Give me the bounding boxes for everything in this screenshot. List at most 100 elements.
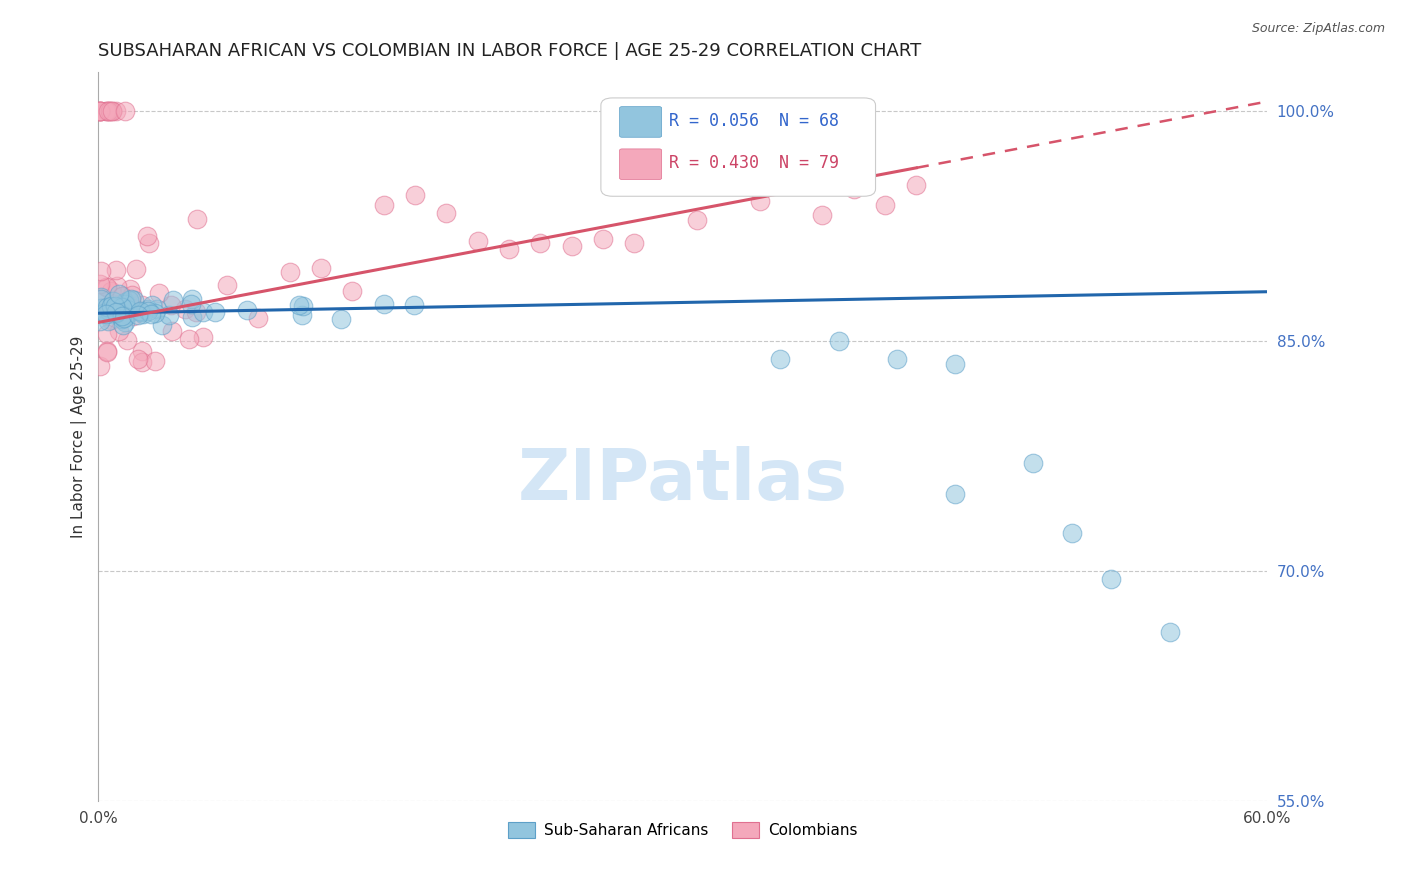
Point (291, 308, 314, 322)
Point (105, 103, 128, 118)
Point (467, 235, 489, 249)
Point (101, 294, 124, 309)
Point (436, 206, 458, 220)
Point (100, 284, 122, 298)
Point (96, 326, 118, 341)
Point (184, 305, 207, 319)
Text: R = 0.056  N = 68: R = 0.056 N = 68 (669, 112, 838, 130)
Point (114, 297, 136, 311)
Point (105, 301, 128, 316)
Point (217, 278, 239, 293)
Point (404, 188, 426, 202)
Point (96, 103, 118, 118)
Point (96, 280, 118, 294)
Point (136, 229, 159, 244)
Point (105, 262, 128, 277)
Point (97, 313, 120, 327)
Point (236, 303, 259, 318)
Point (131, 305, 153, 319)
Point (529, 236, 551, 251)
Point (89, 103, 111, 118)
Point (181, 310, 204, 324)
Point (108, 287, 131, 301)
Point (138, 301, 160, 316)
Point (131, 343, 153, 358)
Point (90, 290, 112, 304)
Point (717, 172, 740, 186)
Point (131, 354, 153, 368)
Point (125, 261, 148, 276)
Point (100, 299, 122, 313)
Point (110, 289, 132, 303)
Point (748, 194, 770, 208)
Point (114, 295, 136, 310)
FancyBboxPatch shape (600, 98, 876, 196)
Point (138, 235, 160, 250)
Point (104, 299, 127, 313)
Point (117, 333, 139, 347)
Point (89, 103, 111, 118)
Point (108, 324, 131, 338)
Point (105, 305, 128, 319)
Point (160, 324, 183, 338)
Point (561, 239, 583, 253)
Point (402, 298, 425, 312)
Point (373, 297, 395, 311)
Point (174, 301, 197, 316)
Point (139, 308, 162, 322)
Point (122, 293, 145, 307)
Legend: Sub-Saharan Africans, Colombians: Sub-Saharan Africans, Colombians (502, 816, 863, 844)
Point (111, 310, 134, 324)
Point (127, 351, 149, 366)
Point (90, 264, 112, 278)
Y-axis label: In Labor Force | Age 25-29: In Labor Force | Age 25-29 (72, 335, 87, 538)
Point (157, 308, 180, 322)
Point (498, 242, 520, 256)
Point (101, 103, 124, 118)
FancyBboxPatch shape (620, 149, 662, 179)
Point (89, 277, 111, 292)
Point (90, 292, 112, 306)
Point (160, 298, 183, 312)
Point (180, 296, 202, 310)
Point (905, 178, 928, 192)
Point (118, 293, 141, 307)
Point (89, 103, 111, 118)
Point (112, 311, 135, 326)
Point (945, 357, 967, 371)
Point (886, 352, 908, 367)
Point (1022, 457, 1045, 471)
Point (193, 329, 215, 343)
Text: ZIPatlas: ZIPatlas (517, 446, 848, 515)
Point (117, 304, 139, 318)
Point (655, 174, 678, 188)
Point (842, 182, 865, 196)
Point (148, 285, 170, 300)
Point (98, 103, 121, 118)
Point (945, 487, 967, 501)
Point (111, 300, 134, 314)
Point (111, 318, 134, 332)
Point (110, 303, 132, 318)
Point (150, 318, 173, 333)
Point (186, 212, 208, 227)
Point (875, 198, 897, 212)
Point (101, 103, 124, 118)
Point (146, 301, 169, 316)
Point (90, 293, 112, 308)
Point (89, 359, 111, 373)
Point (118, 282, 141, 296)
Text: R = 0.430  N = 79: R = 0.430 N = 79 (669, 154, 838, 172)
Point (1159, 625, 1181, 640)
Point (278, 265, 301, 279)
Point (827, 334, 849, 348)
Point (89, 103, 111, 118)
Point (114, 103, 136, 118)
Point (114, 307, 136, 321)
Point (91, 301, 114, 315)
Point (124, 301, 146, 316)
Point (769, 352, 792, 367)
Point (89, 103, 111, 118)
Point (96, 280, 118, 294)
Point (292, 299, 315, 313)
